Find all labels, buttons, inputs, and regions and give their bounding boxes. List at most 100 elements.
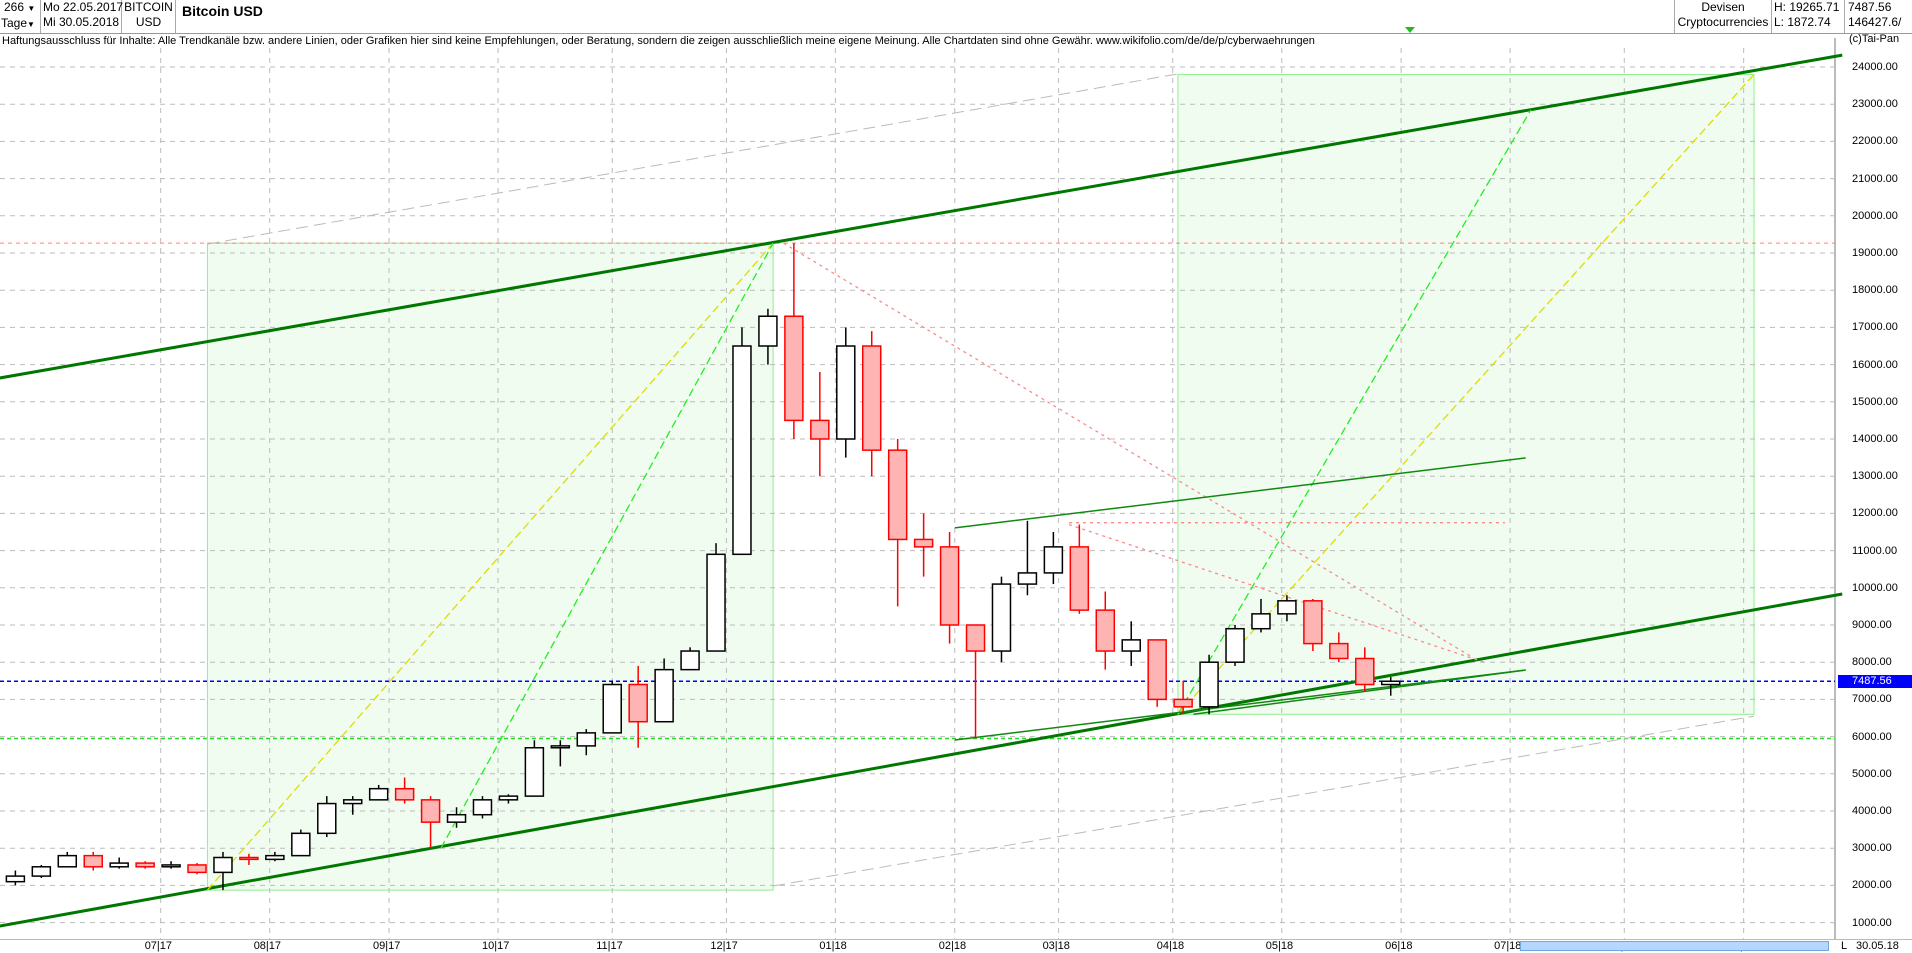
y-tick-label: 16000.00 [1852, 358, 1898, 371]
x-tick-label: 07|17 [144, 940, 173, 952]
candle-down [861, 345, 882, 451]
y-tick-label: 6000.00 [1852, 730, 1892, 743]
candle-down [939, 546, 960, 626]
chevron-down-icon: ▼ [27, 20, 35, 29]
y-tick-label: 5000.00 [1852, 767, 1892, 780]
thick-green-trendline [0, 53, 1843, 380]
candle-down [810, 419, 830, 440]
candle-up [498, 795, 519, 801]
candle-up [524, 747, 545, 797]
candle-down [83, 854, 103, 868]
scroll-mode-button[interactable]: L [1841, 940, 1848, 952]
candle-up [161, 864, 181, 868]
candle-down [1329, 642, 1349, 660]
y-tick-label: 19000.00 [1852, 247, 1898, 259]
candle-up [291, 832, 311, 857]
y-tick-label: 24000.00 [1852, 61, 1898, 73]
x-axis [0, 939, 1912, 953]
high-value: H: 19265.71 [1774, 0, 1840, 14]
candle-up [213, 856, 233, 874]
x-tick-label: 06|18 [1385, 940, 1413, 952]
triangle-marker-icon [1405, 27, 1415, 33]
period-dropdown[interactable]: Tage▼ [1, 16, 35, 30]
candle-up [836, 345, 856, 440]
candle-down [1069, 546, 1090, 611]
x-tick-label: 11|17 [596, 940, 623, 952]
candle-up [317, 802, 337, 835]
settings-cell: 266 ▼ Tage▼ [0, 0, 41, 33]
date-range[interactable]: Mo 22.05.2017 Mi 30.05.2018 [41, 0, 123, 33]
target-box [206, 242, 774, 891]
green-dash-trendline [440, 242, 774, 849]
category-cell: Devisen Cryptocurrencies [1674, 0, 1772, 33]
last-value: 7487.56 [1848, 0, 1892, 14]
copyright-text: (c)Tai-Pan [1849, 33, 1900, 45]
y-tick-label: 1000.00 [1852, 916, 1892, 929]
green-dash-trendline [1177, 109, 1532, 715]
x-tick-label: 12|17 [710, 940, 738, 952]
candle-up [57, 854, 78, 868]
y-tick-label: 9000.00 [1852, 619, 1892, 631]
y-tick-label: 12000.00 [1852, 507, 1898, 520]
date-to: Mi 30.05.2018 [43, 15, 120, 29]
x-tick-label: 09|17 [373, 940, 401, 952]
y-tick-label: 14000.00 [1852, 433, 1898, 445]
candle-up [732, 345, 752, 556]
y-tick-label: 4000.00 [1852, 805, 1892, 817]
candle-up [1121, 639, 1141, 652]
candle-down [394, 787, 415, 801]
candle-down [239, 856, 259, 861]
x-tick-label: 04|18 [1156, 940, 1185, 952]
red-dot-trendline [1068, 523, 1485, 663]
y-tick-label: 18000.00 [1852, 284, 1898, 297]
candle-up [680, 650, 700, 671]
thin-green-trendline [1193, 669, 1526, 716]
candle-up [1017, 572, 1038, 585]
candle-down [1095, 609, 1116, 652]
candle-up [602, 683, 622, 734]
y-tick-label: 11000.00 [1852, 544, 1898, 557]
chevron-down-icon: ▼ [27, 4, 36, 13]
gray-dash-trendline [773, 715, 1755, 887]
y-tick-label: 22000.00 [1852, 135, 1898, 148]
candle-down [1173, 698, 1193, 708]
y-tick-label: 10000.00 [1852, 581, 1898, 594]
candle-down [1147, 639, 1167, 701]
candle-down [187, 864, 207, 874]
candle-up [1199, 661, 1219, 708]
candle-down [887, 449, 908, 541]
symbol-cell: BITCOIN USD [122, 0, 176, 33]
y-tick-label: 23000.00 [1852, 98, 1898, 111]
candle-up [1380, 680, 1401, 686]
gray-dash-trendline [207, 72, 1184, 245]
y-tick-label: 13000.00 [1852, 470, 1898, 483]
time-scrollbar[interactable] [1520, 941, 1829, 951]
x-tick-label: 03|18 [1042, 940, 1070, 952]
x-tick-label: 10|17 [482, 940, 510, 952]
last-date: 30.05.18 [1856, 940, 1899, 952]
y-tick-label: 3000.00 [1852, 842, 1892, 855]
thin-green-trendline [954, 669, 1526, 741]
candle-up [991, 583, 1012, 652]
candle-up [265, 854, 285, 861]
candle-down [420, 799, 441, 823]
y-tick-label: 7000.00 [1852, 693, 1892, 706]
candle-up [1043, 546, 1064, 574]
thick-green-trendline [0, 592, 1843, 928]
volume-value: 146427.6/ [1848, 15, 1902, 29]
candle-up [472, 799, 493, 816]
candle-down [913, 538, 934, 548]
candle-up [654, 668, 674, 723]
candle-up [550, 745, 571, 749]
y-tick-label: 17000.00 [1852, 321, 1898, 334]
candle-up [342, 799, 363, 805]
x-tick-label: 07|18 [1494, 940, 1522, 952]
candle-up [1225, 627, 1245, 663]
y-tick-label: 21000.00 [1852, 172, 1898, 185]
candle-count-dropdown[interactable]: 266 ▼ [4, 0, 36, 14]
y-tick-label: 15000.00 [1852, 395, 1898, 408]
x-tick-label: 02|18 [938, 940, 967, 952]
candle-up [1277, 600, 1297, 615]
low-value: L: 1872.74 [1774, 15, 1831, 29]
